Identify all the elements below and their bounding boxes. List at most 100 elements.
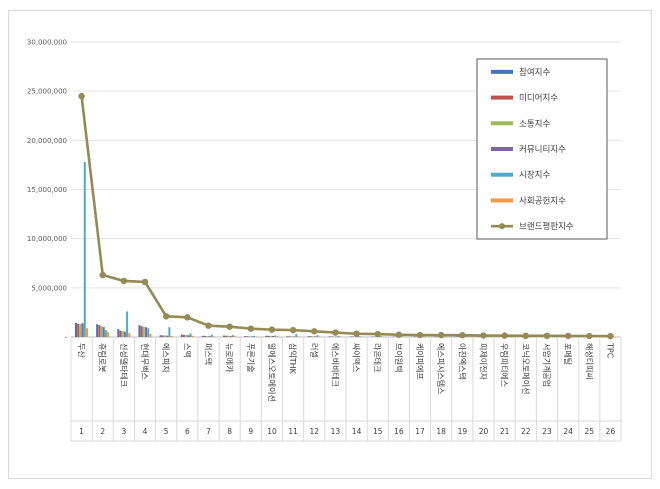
legend-label: 커뮤니티지수	[519, 144, 566, 155]
category-label: 코닉오토메이션	[521, 343, 531, 395]
category-label: 현대무벡스	[140, 343, 149, 380]
category-label: 서암기계공업	[542, 343, 552, 387]
bar	[189, 333, 192, 337]
bar	[168, 327, 171, 337]
category-label: 신성델타테크	[119, 343, 128, 387]
brand-index-point	[141, 278, 149, 286]
category-label: 삼익THK	[288, 343, 298, 375]
legend-swatch	[491, 95, 513, 100]
category-index: 9	[248, 427, 253, 436]
bar	[119, 330, 122, 337]
bar	[290, 336, 293, 337]
legend-label: 소통지수	[519, 119, 550, 129]
category-label: 브이원텍	[394, 343, 404, 372]
category-label: 피제이전자	[479, 343, 489, 380]
legend-label: 사회공헌지수	[519, 196, 566, 206]
bar	[231, 335, 234, 337]
y-tick-label: 5,000,000	[31, 284, 67, 292]
legend-marker	[499, 223, 505, 230]
y-tick-label: 30,000,000	[27, 39, 67, 47]
x-axis: 두산 1 휴림로봇 2 신성델타테크 3 현대무벡스 4 에스피지 5 스맥 6 퍼스텍 7 뉴로메카 8 푸른…	[70, 337, 622, 442]
brand-index-point	[586, 332, 593, 340]
category-index: 8	[227, 427, 232, 436]
bar	[379, 336, 382, 337]
bar	[102, 327, 105, 337]
brand-index-point	[289, 326, 297, 334]
brand-index-point	[184, 314, 191, 321]
category-index: 11	[288, 427, 298, 436]
category-label: 러셀	[309, 343, 319, 358]
brand-reputation-chart: 30,000,00025,000,00020,000,00015,000,000…	[27, 39, 622, 442]
bar	[312, 336, 315, 337]
bar	[128, 333, 131, 337]
category-index: 20	[479, 427, 489, 436]
bar	[422, 336, 425, 337]
bar	[274, 335, 277, 337]
category-label: 알에스오토메이션	[267, 343, 277, 402]
brand-index-point	[395, 331, 403, 338]
bar	[337, 336, 340, 337]
brand-index-point	[78, 92, 85, 100]
brand-index-point	[522, 332, 530, 340]
bar	[163, 335, 166, 337]
brand-index-point	[374, 330, 381, 338]
bar	[204, 335, 207, 337]
category-index: 21	[500, 427, 510, 436]
bar	[187, 335, 190, 337]
legend-swatch	[491, 121, 513, 126]
category-label: 퍼스텍	[204, 343, 214, 365]
category-index: 16	[394, 427, 404, 436]
bar	[250, 336, 253, 337]
bar	[295, 334, 298, 337]
brand-index-point	[543, 332, 551, 340]
bar	[276, 336, 279, 337]
category-index: 17	[415, 427, 425, 436]
bar	[147, 328, 150, 337]
legend-swatch	[491, 147, 513, 151]
category-index: 19	[458, 427, 468, 436]
bar	[286, 336, 289, 337]
category-label: 라온테크	[373, 343, 382, 372]
brand-index-point	[607, 332, 614, 340]
brand-index-point	[332, 329, 339, 336]
bar	[352, 336, 355, 337]
bar	[206, 336, 209, 337]
bar	[267, 335, 270, 337]
category-label: 에스비비테크	[330, 343, 339, 387]
bar	[98, 325, 101, 337]
category-index: 15	[373, 427, 383, 436]
bar	[182, 334, 185, 337]
y-tick-label: -	[64, 334, 67, 342]
bar	[145, 327, 148, 337]
bar	[138, 325, 141, 337]
category-index: 25	[584, 427, 594, 436]
category-index: 3	[121, 427, 126, 436]
legend-label: 참여지수	[519, 67, 550, 78]
bar	[140, 326, 143, 337]
bar	[328, 336, 331, 337]
y-tick-label: 25,000,000	[27, 88, 67, 96]
bar	[185, 335, 188, 337]
chart-frame: 30,000,000 25,000,000 20,000,000 15,000,000…	[8, 10, 652, 479]
category-index: 7	[206, 427, 211, 436]
brand-index-point	[205, 322, 212, 329]
brand-index-point	[416, 331, 424, 339]
bar	[180, 334, 183, 337]
bar	[307, 336, 310, 337]
category-index: 18	[436, 427, 446, 436]
category-index: 10	[267, 427, 277, 436]
bar	[104, 330, 107, 337]
bar	[271, 336, 274, 337]
bar	[161, 335, 164, 337]
legend-label: 시장지수	[519, 170, 550, 181]
bar	[331, 336, 334, 337]
brand-index-point	[247, 325, 255, 332]
bar	[269, 335, 272, 337]
category-label: 두산	[77, 343, 87, 358]
category-label: 뉴로메카	[225, 343, 234, 373]
legend-swatch	[491, 69, 513, 74]
bar	[288, 336, 291, 337]
bar	[358, 336, 361, 337]
bar	[121, 331, 124, 337]
